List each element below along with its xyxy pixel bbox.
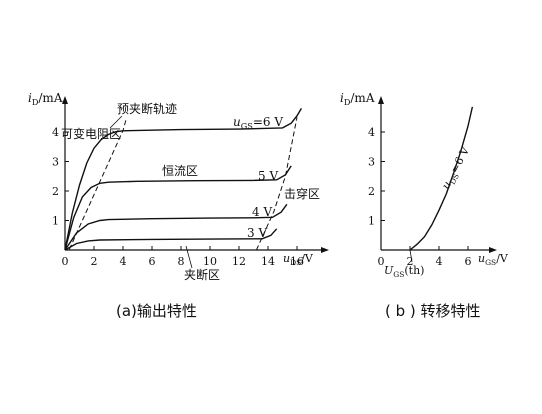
y-tick-label-b: 3 <box>368 156 375 169</box>
series-line-a-2 <box>64 203 288 251</box>
y-axis-label-a: iD/mA <box>28 91 63 107</box>
x-axis-label-b: uGS/V <box>478 252 509 267</box>
cutoff-pointer <box>185 245 193 269</box>
breakdown-trace-line <box>255 117 298 251</box>
x-tick-label-b: 6 <box>465 255 472 268</box>
x-axis-label-a: uDS/V <box>283 252 314 267</box>
pinch-off-trace-line <box>68 120 127 250</box>
threshold-voltage-label: UGS(th) <box>384 264 424 279</box>
y-tick-label-a: 2 <box>52 185 59 198</box>
y-tick-label-b: 4 <box>368 126 375 139</box>
x-tick-label-a: 0 <box>62 255 69 268</box>
series-line-a-0 <box>64 108 303 251</box>
output-characteristics-caption: (a)输出特性 <box>116 302 197 320</box>
region-label-cutoff: 夹断区 <box>184 267 220 282</box>
series-line-a-3 <box>64 228 278 251</box>
x-tick-label-a: 16 <box>290 255 304 268</box>
y-tick-label-a: 3 <box>52 156 59 169</box>
x-tick-label-a: 10 <box>203 255 217 268</box>
y-tick-label-a: 4 <box>52 126 59 139</box>
x-axis-arrow-a <box>321 247 329 253</box>
x-tick-label-b: 2 <box>407 255 414 268</box>
series-label-4v: 4 V <box>252 205 272 219</box>
region-label-breakdown: 击穿区 <box>284 186 320 201</box>
threshold-pointer <box>409 249 413 263</box>
region-label-pinch-off-trace: 预夹断轨迹 <box>117 101 177 116</box>
y-tick-label-b: 1 <box>368 215 375 228</box>
series-label-5v: 5 V <box>258 169 278 183</box>
region-label-constant-current: 恒流区 <box>162 164 198 178</box>
x-tick-label-b: 4 <box>436 255 443 268</box>
x-tick-label-a: 2 <box>91 255 98 268</box>
transfer-characteristics-caption: ( b ) 转移特性 <box>385 302 481 320</box>
x-tick-label-a: 14 <box>261 255 275 268</box>
x-tick-label-a: 6 <box>149 255 156 268</box>
x-axis-arrow-b <box>489 247 497 253</box>
y-axis-label-b: iD/mA <box>340 91 375 107</box>
x-tick-label-a: 12 <box>232 255 246 268</box>
y-axis-arrow-a <box>62 96 68 104</box>
pinch-off-pointer <box>109 115 123 129</box>
region-label-variable-resistance: 可变电阻区 <box>61 126 121 141</box>
transfer-curve-line <box>409 106 474 251</box>
x-tick-label-a: 8 <box>178 255 185 268</box>
y-tick-label-a: 1 <box>52 215 59 228</box>
y-axis-arrow-b <box>378 96 384 104</box>
x-tick-label-b: 0 <box>378 255 385 268</box>
series-line-a-1 <box>64 165 292 251</box>
x-tick-label-a: 4 <box>120 255 127 268</box>
series-label-6v: uGS=6 V <box>233 115 283 131</box>
series-label-3v: 3 V <box>247 226 267 240</box>
transfer-curve-label: uDS=6 V <box>439 144 474 192</box>
y-tick-label-b: 2 <box>368 185 375 198</box>
